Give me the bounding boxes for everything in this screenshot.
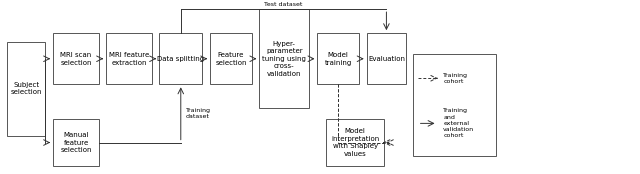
- Text: Data splitting: Data splitting: [157, 56, 204, 62]
- FancyBboxPatch shape: [367, 33, 406, 84]
- FancyBboxPatch shape: [326, 119, 384, 167]
- FancyBboxPatch shape: [210, 33, 252, 84]
- Text: MRI feature
extraction: MRI feature extraction: [109, 52, 149, 66]
- FancyBboxPatch shape: [53, 33, 99, 84]
- Text: Model
training: Model training: [324, 52, 352, 66]
- Text: Feature
selection: Feature selection: [215, 52, 246, 66]
- Text: Model
interpretation
with Shapley
values: Model interpretation with Shapley values: [331, 128, 380, 157]
- Text: Training
dataset: Training dataset: [186, 108, 211, 119]
- FancyBboxPatch shape: [7, 42, 45, 136]
- FancyBboxPatch shape: [159, 33, 202, 84]
- FancyBboxPatch shape: [413, 54, 495, 156]
- Text: MRI scan
selection: MRI scan selection: [60, 52, 92, 66]
- FancyBboxPatch shape: [259, 9, 309, 108]
- Text: Subject
selection: Subject selection: [10, 82, 42, 95]
- Text: Training
cohort: Training cohort: [444, 73, 468, 84]
- Text: Manual
feature
selection: Manual feature selection: [60, 132, 92, 153]
- Text: Hyper-
parameter
tuning using
cross-
validation: Hyper- parameter tuning using cross- val…: [262, 41, 306, 77]
- FancyBboxPatch shape: [53, 119, 99, 167]
- FancyBboxPatch shape: [106, 33, 152, 84]
- FancyBboxPatch shape: [317, 33, 359, 84]
- Text: Test dataset: Test dataset: [264, 2, 303, 7]
- Text: Training
and
external
validation
cohort: Training and external validation cohort: [444, 108, 474, 138]
- Text: Evaluation: Evaluation: [368, 56, 405, 62]
